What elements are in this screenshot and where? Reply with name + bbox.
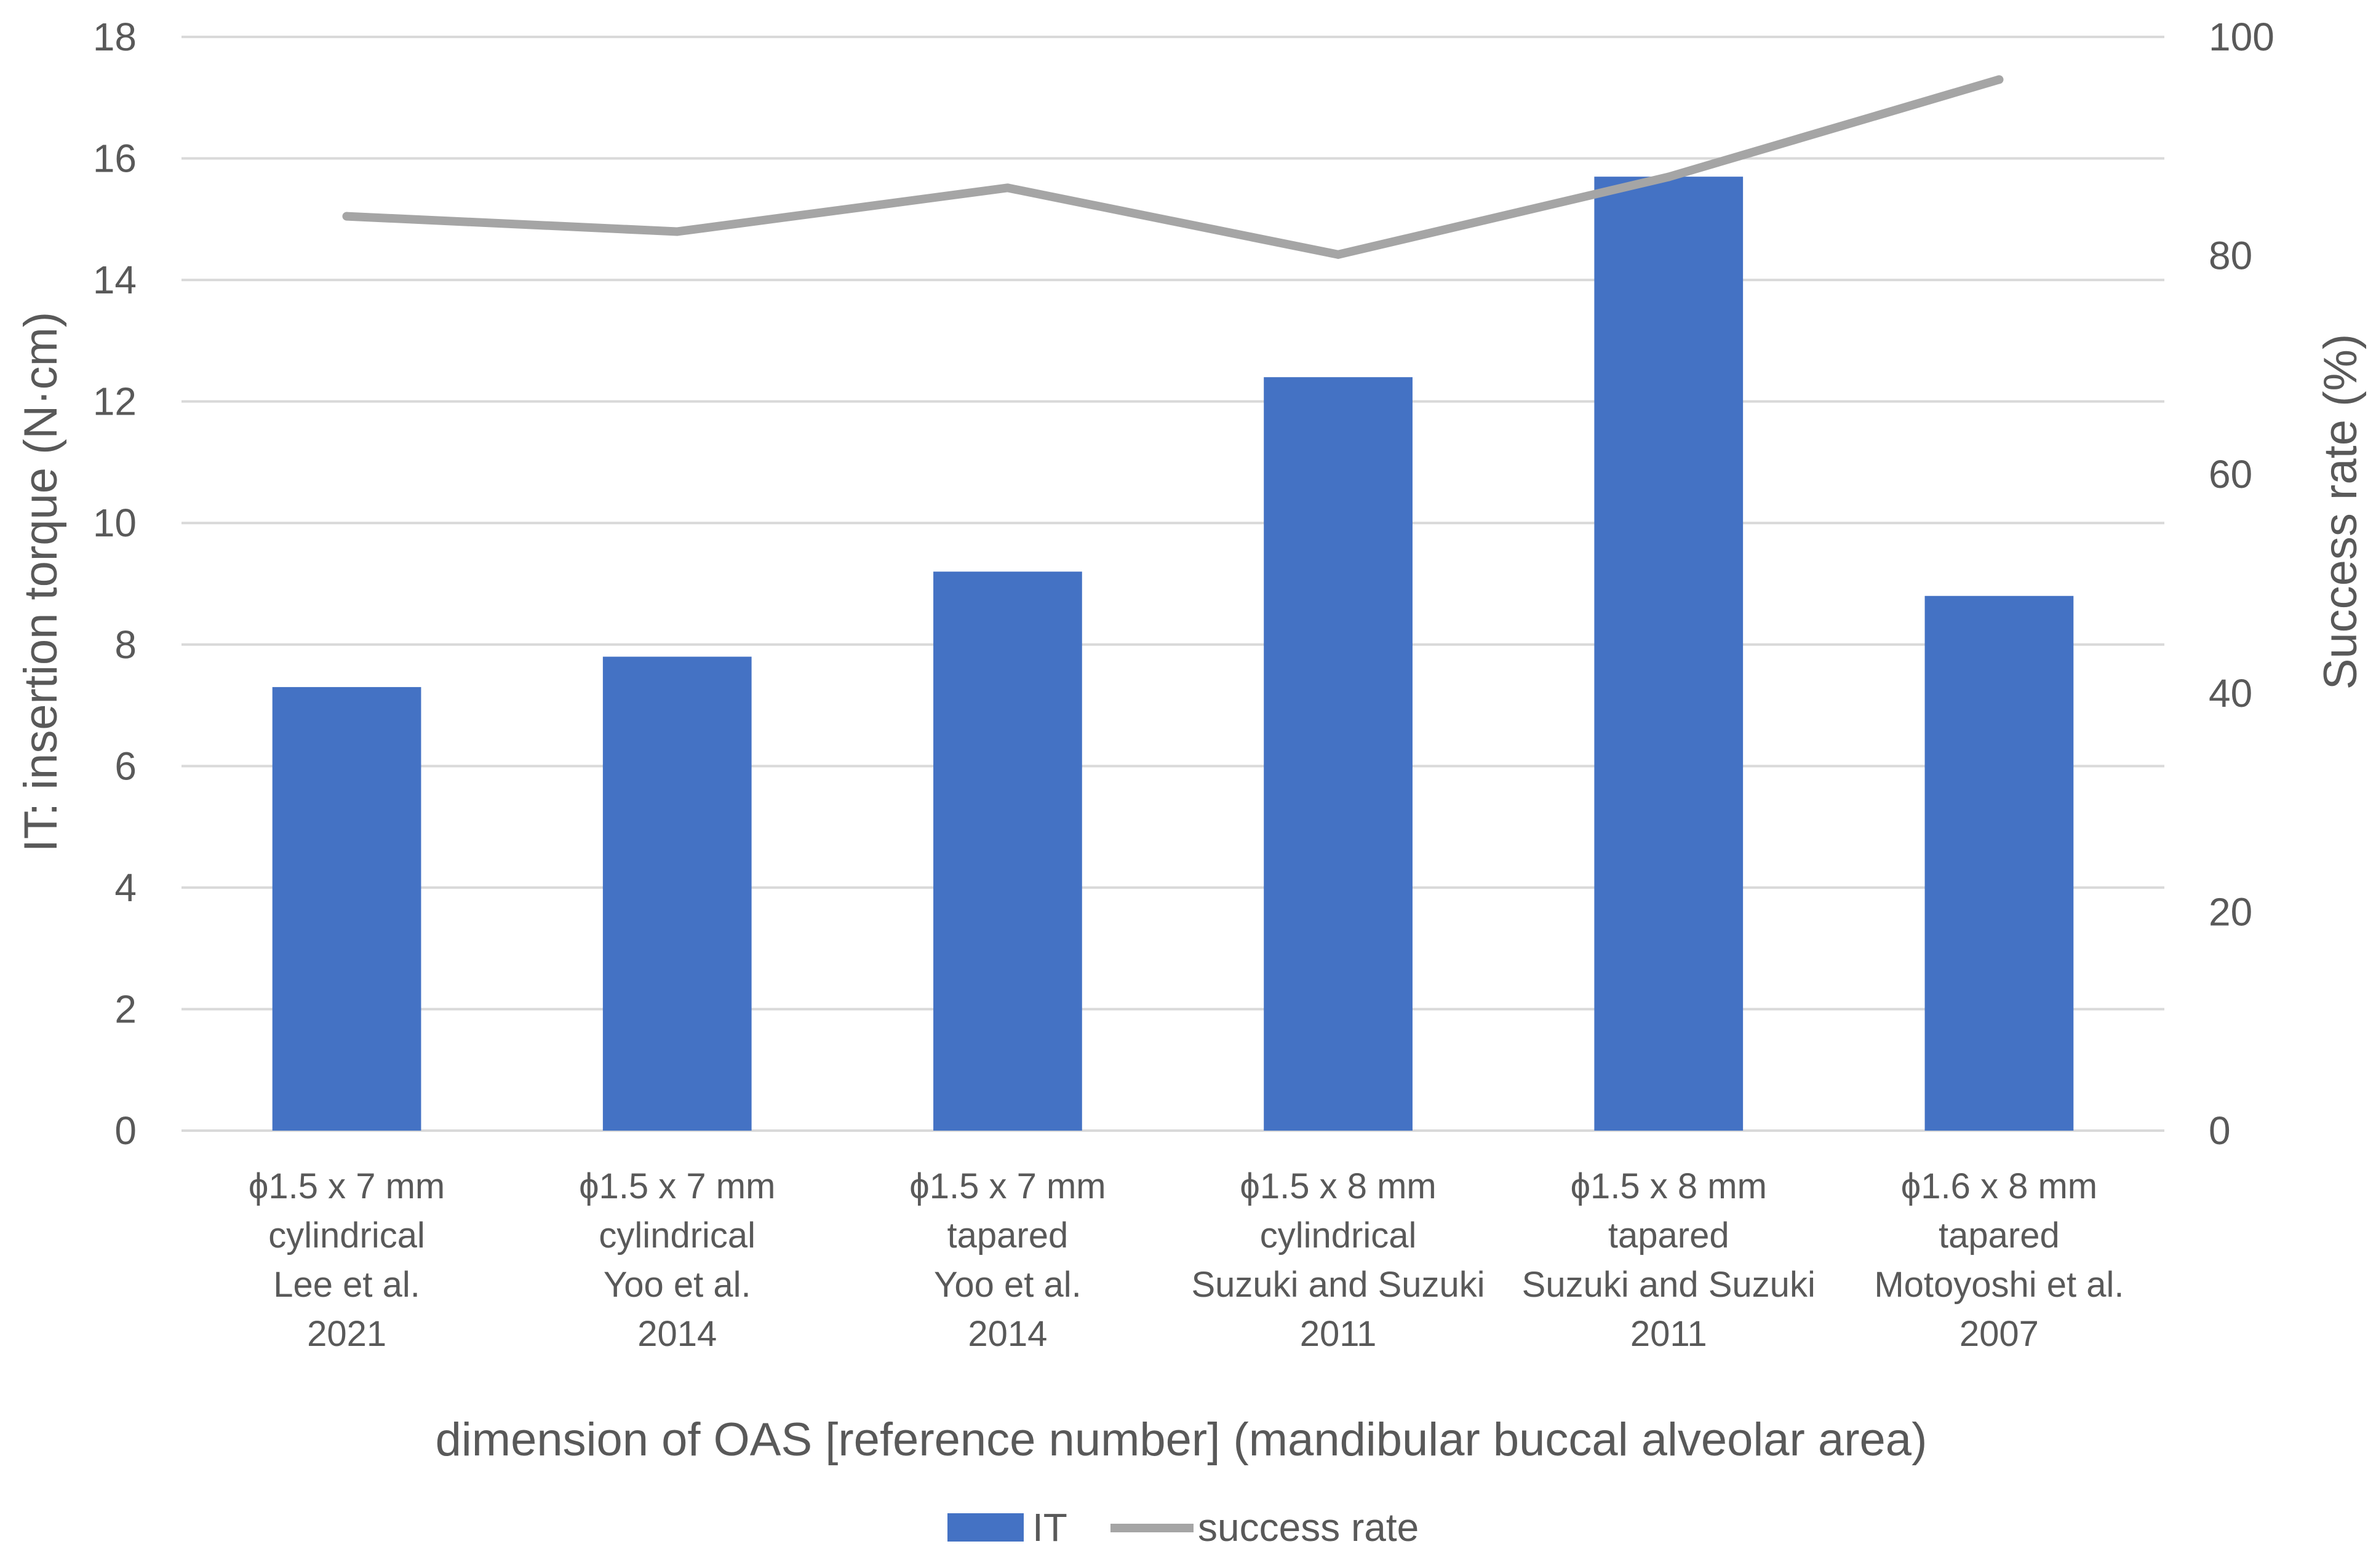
success-rate-point-4 [1664, 172, 1673, 181]
y2-tick-label: 80 [2209, 234, 2252, 278]
x-category-line: cylindrical [268, 1216, 425, 1256]
x-category-line: ϕ1.5 x 7 mm [579, 1166, 775, 1206]
y-tick-label: 12 [93, 380, 137, 424]
x-axis-title: dimension of OAS [reference number] (man… [436, 1414, 1927, 1466]
y2-tick-label: 60 [2209, 452, 2252, 496]
legend-label-success-rate: success rate [1198, 1505, 1419, 1550]
x-category-line: ϕ1.6 x 8 mm [1901, 1166, 2097, 1206]
x-category-line: 2011 [1630, 1314, 1707, 1354]
x-category-line: cylindrical [599, 1216, 755, 1256]
x-category-line: ϕ1.5 x 8 mm [1240, 1166, 1436, 1206]
x-category-line: Suzuki and Suzuki [1522, 1265, 1816, 1305]
y2-axis-title: Success rate (%) [2314, 334, 2367, 690]
y2-tick-label: 0 [2209, 1108, 2231, 1153]
success-rate-point-2 [1003, 183, 1012, 193]
x-category-line: ϕ1.5 x 8 mm [1571, 1166, 1767, 1206]
right-axis-ticks: 0 20 40 60 80 100 [2209, 15, 2274, 1153]
y-tick-label: 6 [114, 744, 137, 788]
y-tick-label: 4 [114, 866, 137, 910]
legend: IT success rate [947, 1505, 1419, 1550]
y2-tick-label: 100 [2209, 15, 2274, 59]
x-category-line: 2014 [637, 1314, 717, 1354]
x-category-line: tapared [1939, 1216, 2060, 1256]
x-category-line: tapared [1608, 1216, 1729, 1256]
x-category-line: 2007 [1959, 1314, 2039, 1354]
x-category-line: Yoo et al. [604, 1265, 751, 1305]
y-tick-label: 2 [114, 987, 137, 1031]
x-category-line: cylindrical [1260, 1216, 1417, 1256]
bar-2 [933, 571, 1082, 1131]
bar-3 [1264, 377, 1413, 1131]
x-category-line: ϕ1.5 x 7 mm [249, 1166, 445, 1206]
x-category-line: 2011 [1300, 1314, 1377, 1354]
y-tick-label: 16 [93, 137, 137, 181]
success-rate-point-1 [672, 227, 682, 236]
bar-5 [1924, 595, 2074, 1131]
success-rate-line [342, 75, 2004, 259]
y-tick-label: 10 [93, 501, 137, 545]
x-category-line: Lee et al. [273, 1265, 420, 1305]
bar-1 [602, 656, 752, 1131]
x-category-label-4: ϕ1.5 x 8 mm tapared Suzuki and Suzuki 2011 [1522, 1166, 1816, 1354]
y2-tick-label: 20 [2209, 889, 2252, 934]
x-category-label-2: ϕ1.5 x 7 mm tapared Yoo et al. 2014 [909, 1166, 1106, 1354]
x-category-line: ϕ1.5 x 7 mm [909, 1166, 1106, 1206]
gridlines [181, 36, 2164, 1132]
x-axis-categories: ϕ1.5 x 7 mm cylindrical Lee et al. 2021ϕ1.5… [249, 1166, 2124, 1354]
x-category-label-0: ϕ1.5 x 7 mm cylindrical Lee et al. 2021 [249, 1166, 445, 1354]
legend-label-it: IT [1032, 1505, 1067, 1550]
y-tick-label: 14 [93, 258, 137, 302]
line-series [342, 75, 2004, 259]
success-rate-point-5 [1995, 75, 2004, 84]
y-tick-label: 18 [93, 15, 137, 59]
x-category-line: 2021 [307, 1314, 386, 1354]
left-axis-ticks: 0 2 4 6 8 10 12 14 16 18 [93, 15, 137, 1153]
success-rate-point-0 [342, 212, 351, 221]
x-category-line: Suzuki and Suzuki [1191, 1265, 1485, 1305]
y-axis-title: IT: insertion torque (N·cm) [15, 312, 67, 852]
y2-tick-label: 40 [2209, 671, 2252, 715]
bar-4 [1594, 177, 1744, 1131]
y-tick-label: 8 [114, 623, 137, 667]
x-category-line: Motoyoshi et al. [1874, 1265, 2124, 1305]
bar-0 [272, 686, 421, 1131]
x-category-label-5: ϕ1.6 x 8 mm tapared Motoyoshi et al. 2007 [1874, 1166, 2124, 1354]
bar-series [272, 177, 2074, 1131]
x-category-line: 2014 [968, 1314, 1047, 1354]
legend-swatch-it [947, 1513, 1024, 1542]
x-category-label-1: ϕ1.5 x 7 mm cylindrical Yoo et al. 2014 [579, 1166, 775, 1354]
x-category-line: Yoo et al. [934, 1265, 1082, 1305]
x-category-line: tapared [947, 1216, 1069, 1256]
y-tick-label: 0 [114, 1108, 137, 1153]
success-rate-point-3 [1334, 250, 1343, 259]
x-category-label-3: ϕ1.5 x 8 mm cylindrical Suzuki and Suzuki 2… [1191, 1166, 1485, 1354]
